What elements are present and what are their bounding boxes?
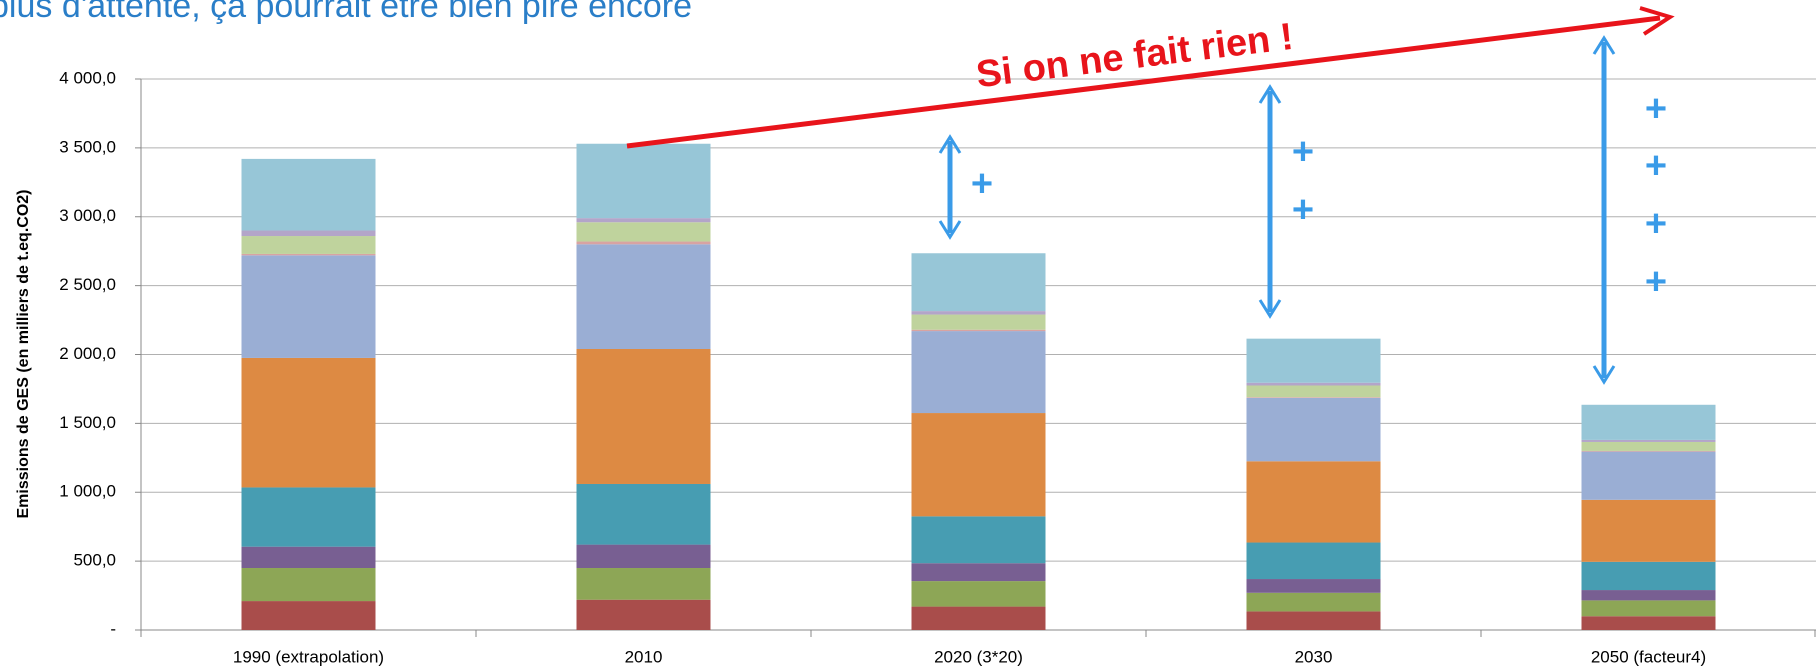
- bar-segment: [911, 516, 1046, 564]
- bar-segment: [911, 413, 1046, 517]
- gap-arrow-head: [938, 220, 962, 240]
- bar-segment: [1581, 404, 1716, 440]
- bar-segment: [576, 568, 711, 600]
- x-tick-label: 2050 (facteur4): [1591, 647, 1706, 666]
- y-tick-label: 2 000,0: [59, 344, 116, 363]
- gap-mark: +: [1645, 203, 1667, 245]
- x-tick-label: 1990 (extrapolation): [233, 647, 384, 666]
- x-tick-label: 2010: [625, 647, 663, 666]
- gap-arrow-head: [1258, 299, 1282, 319]
- bar-segment: [1581, 450, 1716, 452]
- gap-mark: +: [1645, 88, 1667, 130]
- bar-segment: [1581, 441, 1716, 451]
- y-tick-label: 1 000,0: [59, 482, 116, 501]
- gap-mark: +: [1292, 189, 1314, 231]
- gap-mark: +: [971, 163, 993, 205]
- y-tick-label: 1 500,0: [59, 413, 116, 432]
- bar-segment: [1246, 592, 1381, 612]
- bar-segment: [241, 357, 376, 488]
- y-tick-label: 2 500,0: [59, 275, 116, 294]
- y-axis-label: Emissions de GES (en milliers de t.eq.CO…: [15, 190, 32, 519]
- header: plus d'attente, ça pourrait être bien pi…: [0, 0, 692, 25]
- gap-arrow-head: [938, 134, 962, 154]
- bar-segment: [576, 599, 711, 630]
- bar-segment: [1246, 397, 1381, 398]
- bar-segment: [241, 230, 376, 237]
- bar-segment: [1581, 451, 1716, 500]
- bar-segment: [1581, 499, 1716, 562]
- trend-arrow: [626, 15, 1661, 149]
- bar-segment: [241, 487, 376, 547]
- bar-segment: [1581, 561, 1716, 591]
- bar-segment: [1246, 579, 1381, 593]
- y-tick-label: 3 000,0: [59, 206, 116, 225]
- bar-segment: [1246, 385, 1381, 398]
- bar-segment: [576, 143, 711, 219]
- gap-mark: +: [1645, 261, 1667, 303]
- bar-segment: [241, 546, 376, 569]
- bar-segment: [911, 314, 1046, 330]
- gap-mark: +: [1292, 131, 1314, 173]
- bar-segment: [1246, 461, 1381, 543]
- bar-segment: [911, 563, 1046, 582]
- bar-segment: [576, 222, 711, 242]
- bar-segment: [576, 218, 711, 223]
- bar-segment: [911, 606, 1046, 630]
- bar-segment: [241, 253, 376, 256]
- bar-segment: [1246, 397, 1381, 462]
- bar-segment: [1581, 600, 1716, 617]
- x-tick-label: 2030: [1295, 647, 1333, 666]
- gap-mark: +: [1645, 145, 1667, 187]
- trend-arrow-head: [1639, 6, 1675, 36]
- y-tick-label: 500,0: [73, 551, 116, 570]
- bar-segment: [1246, 611, 1381, 630]
- gap-arrow-head: [1592, 365, 1616, 385]
- bar-segment: [576, 544, 711, 569]
- bar-segment: [241, 158, 376, 231]
- bar-segment: [1581, 439, 1716, 442]
- bar-segment: [576, 483, 711, 545]
- y-tick-label: 4 000,0: [59, 68, 116, 87]
- bar-segment: [241, 255, 376, 358]
- bar-segment: [911, 311, 1046, 315]
- bar-segment: [911, 581, 1046, 607]
- bar-segment: [1246, 382, 1381, 386]
- bar-segment: [241, 601, 376, 630]
- bar-segment: [1246, 338, 1381, 383]
- bar-segment: [911, 331, 1046, 414]
- bar-segment: [1581, 616, 1716, 630]
- gap-arrow-head: [1592, 35, 1616, 55]
- bar-segment: [911, 329, 1046, 332]
- bar-segment: [911, 253, 1046, 312]
- y-tick-label: 3 500,0: [59, 137, 116, 156]
- bar-segment: [576, 241, 711, 245]
- bar-segment: [576, 244, 711, 349]
- x-tick-label: 2020 (3*20): [934, 647, 1023, 666]
- bar-segment: [241, 236, 376, 254]
- bar-segment: [576, 348, 711, 484]
- bar-segment: [1246, 542, 1381, 580]
- bar-segment: [241, 568, 376, 602]
- gap-arrow-head: [1258, 84, 1282, 104]
- y-tick-label: -: [110, 619, 116, 638]
- bar-segment: [1581, 590, 1716, 601]
